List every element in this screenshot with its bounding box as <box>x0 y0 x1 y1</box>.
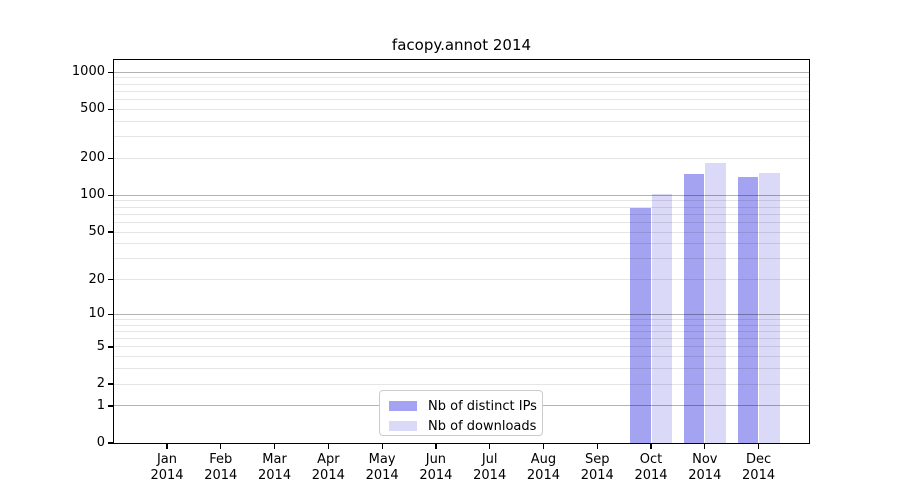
bar-downloads-nov <box>705 162 726 443</box>
y-tick <box>108 405 113 407</box>
minor-gridline <box>114 330 809 332</box>
minor-gridline <box>114 200 809 202</box>
x-tick-label: May 2014 <box>365 452 399 483</box>
bar-ips-nov <box>683 173 705 443</box>
minor-gridline <box>114 231 809 233</box>
x-tick <box>650 444 652 449</box>
x-tick <box>757 444 760 449</box>
x-tick-label: Aug 2014 <box>526 452 560 483</box>
x-tick-label: Oct 2014 <box>634 452 668 483</box>
x-tick-label: Jun 2014 <box>419 452 453 483</box>
gridlines-layer <box>114 60 809 443</box>
legend-item-distinct-ips: Nb of distinct IPs <box>389 396 542 416</box>
y-tick <box>108 346 113 348</box>
bar-downloads-dec <box>759 173 780 443</box>
legend-label-distinct-ips: Nb of distinct IPs <box>428 398 537 414</box>
minor-gridline <box>114 318 809 320</box>
x-tick-label: Apr 2014 <box>311 452 345 483</box>
minor-gridline <box>114 108 809 110</box>
major-gridline <box>114 71 809 73</box>
y-tick-label: 1 <box>96 397 105 413</box>
minor-gridline <box>114 383 809 385</box>
major-gridline <box>114 194 809 196</box>
minor-gridline <box>114 356 809 358</box>
minor-gridline <box>114 77 809 79</box>
minor-gridline <box>114 213 809 215</box>
y-tick <box>108 313 113 316</box>
y-tick-label: 5 <box>96 338 105 354</box>
y-tick <box>108 71 113 73</box>
minor-gridline <box>114 157 809 159</box>
x-tick-label: Jul 2014 <box>473 452 507 483</box>
x-tick <box>220 444 222 449</box>
chart-title: facopy.annot 2014 <box>391 36 532 54</box>
minor-gridline <box>114 221 809 223</box>
x-tick <box>327 444 330 449</box>
minor-gridline <box>114 324 809 326</box>
minor-gridline <box>114 243 809 245</box>
y-tick-label: 200 <box>80 150 105 166</box>
x-tick-label: Feb 2014 <box>204 452 238 483</box>
bar-ips-dec <box>737 177 759 443</box>
y-tick <box>108 279 113 281</box>
minor-gridline <box>114 120 809 122</box>
x-tick-label: Sep 2014 <box>580 452 614 483</box>
minor-gridline <box>114 279 809 281</box>
y-tick-label: 20 <box>88 271 105 287</box>
minor-gridline <box>114 368 809 370</box>
y-tick-label: 1000 <box>71 64 105 80</box>
y-tick <box>108 157 113 160</box>
bars-layer <box>114 60 809 443</box>
x-tick <box>166 444 168 449</box>
y-tick-label: 100 <box>80 187 105 203</box>
x-tick <box>489 444 491 449</box>
x-tick-label: Dec 2014 <box>742 452 776 483</box>
y-tick-label: 0 <box>96 435 105 450</box>
minor-gridline <box>114 83 809 85</box>
minor-gridline <box>114 136 809 138</box>
legend-label-downloads: Nb of downloads <box>428 418 537 434</box>
x-tick <box>596 444 598 449</box>
x-tick-label: Nov 2014 <box>688 452 722 483</box>
x-tick-label: Mar 2014 <box>258 452 292 483</box>
y-tick <box>108 194 113 197</box>
minor-gridline <box>114 258 809 260</box>
x-tick <box>273 444 276 449</box>
x-tick <box>542 444 545 449</box>
y-tick <box>108 231 113 233</box>
legend: Nb of distinct IPs Nb of downloads <box>379 390 543 436</box>
x-tick <box>435 444 437 449</box>
y-tick <box>108 442 113 444</box>
y-tick <box>108 383 113 385</box>
bar-downloads-oct <box>651 194 673 443</box>
minor-gridline <box>114 90 809 92</box>
bar-ips-oct <box>630 207 651 443</box>
x-tick <box>704 444 706 449</box>
y-tick-label: 50 <box>88 224 105 240</box>
minor-gridline <box>114 99 809 101</box>
major-gridline <box>114 313 809 315</box>
legend-item-downloads: Nb of downloads <box>389 416 542 436</box>
y-tick <box>108 108 113 111</box>
legend-swatch-distinct-ips <box>389 401 417 411</box>
legend-swatch-downloads <box>389 421 417 431</box>
minor-gridline <box>114 346 809 348</box>
minor-gridline <box>114 206 809 208</box>
y-tick-label: 500 <box>80 101 105 117</box>
y-tick-label: 10 <box>88 306 105 322</box>
y-tick-label: 2 <box>96 376 105 392</box>
x-tick-label: Jan 2014 <box>150 452 184 483</box>
minor-gridline <box>114 338 809 340</box>
plot-area: Nb of distinct IPs Nb of downloads <box>113 59 810 444</box>
x-tick <box>381 444 383 449</box>
